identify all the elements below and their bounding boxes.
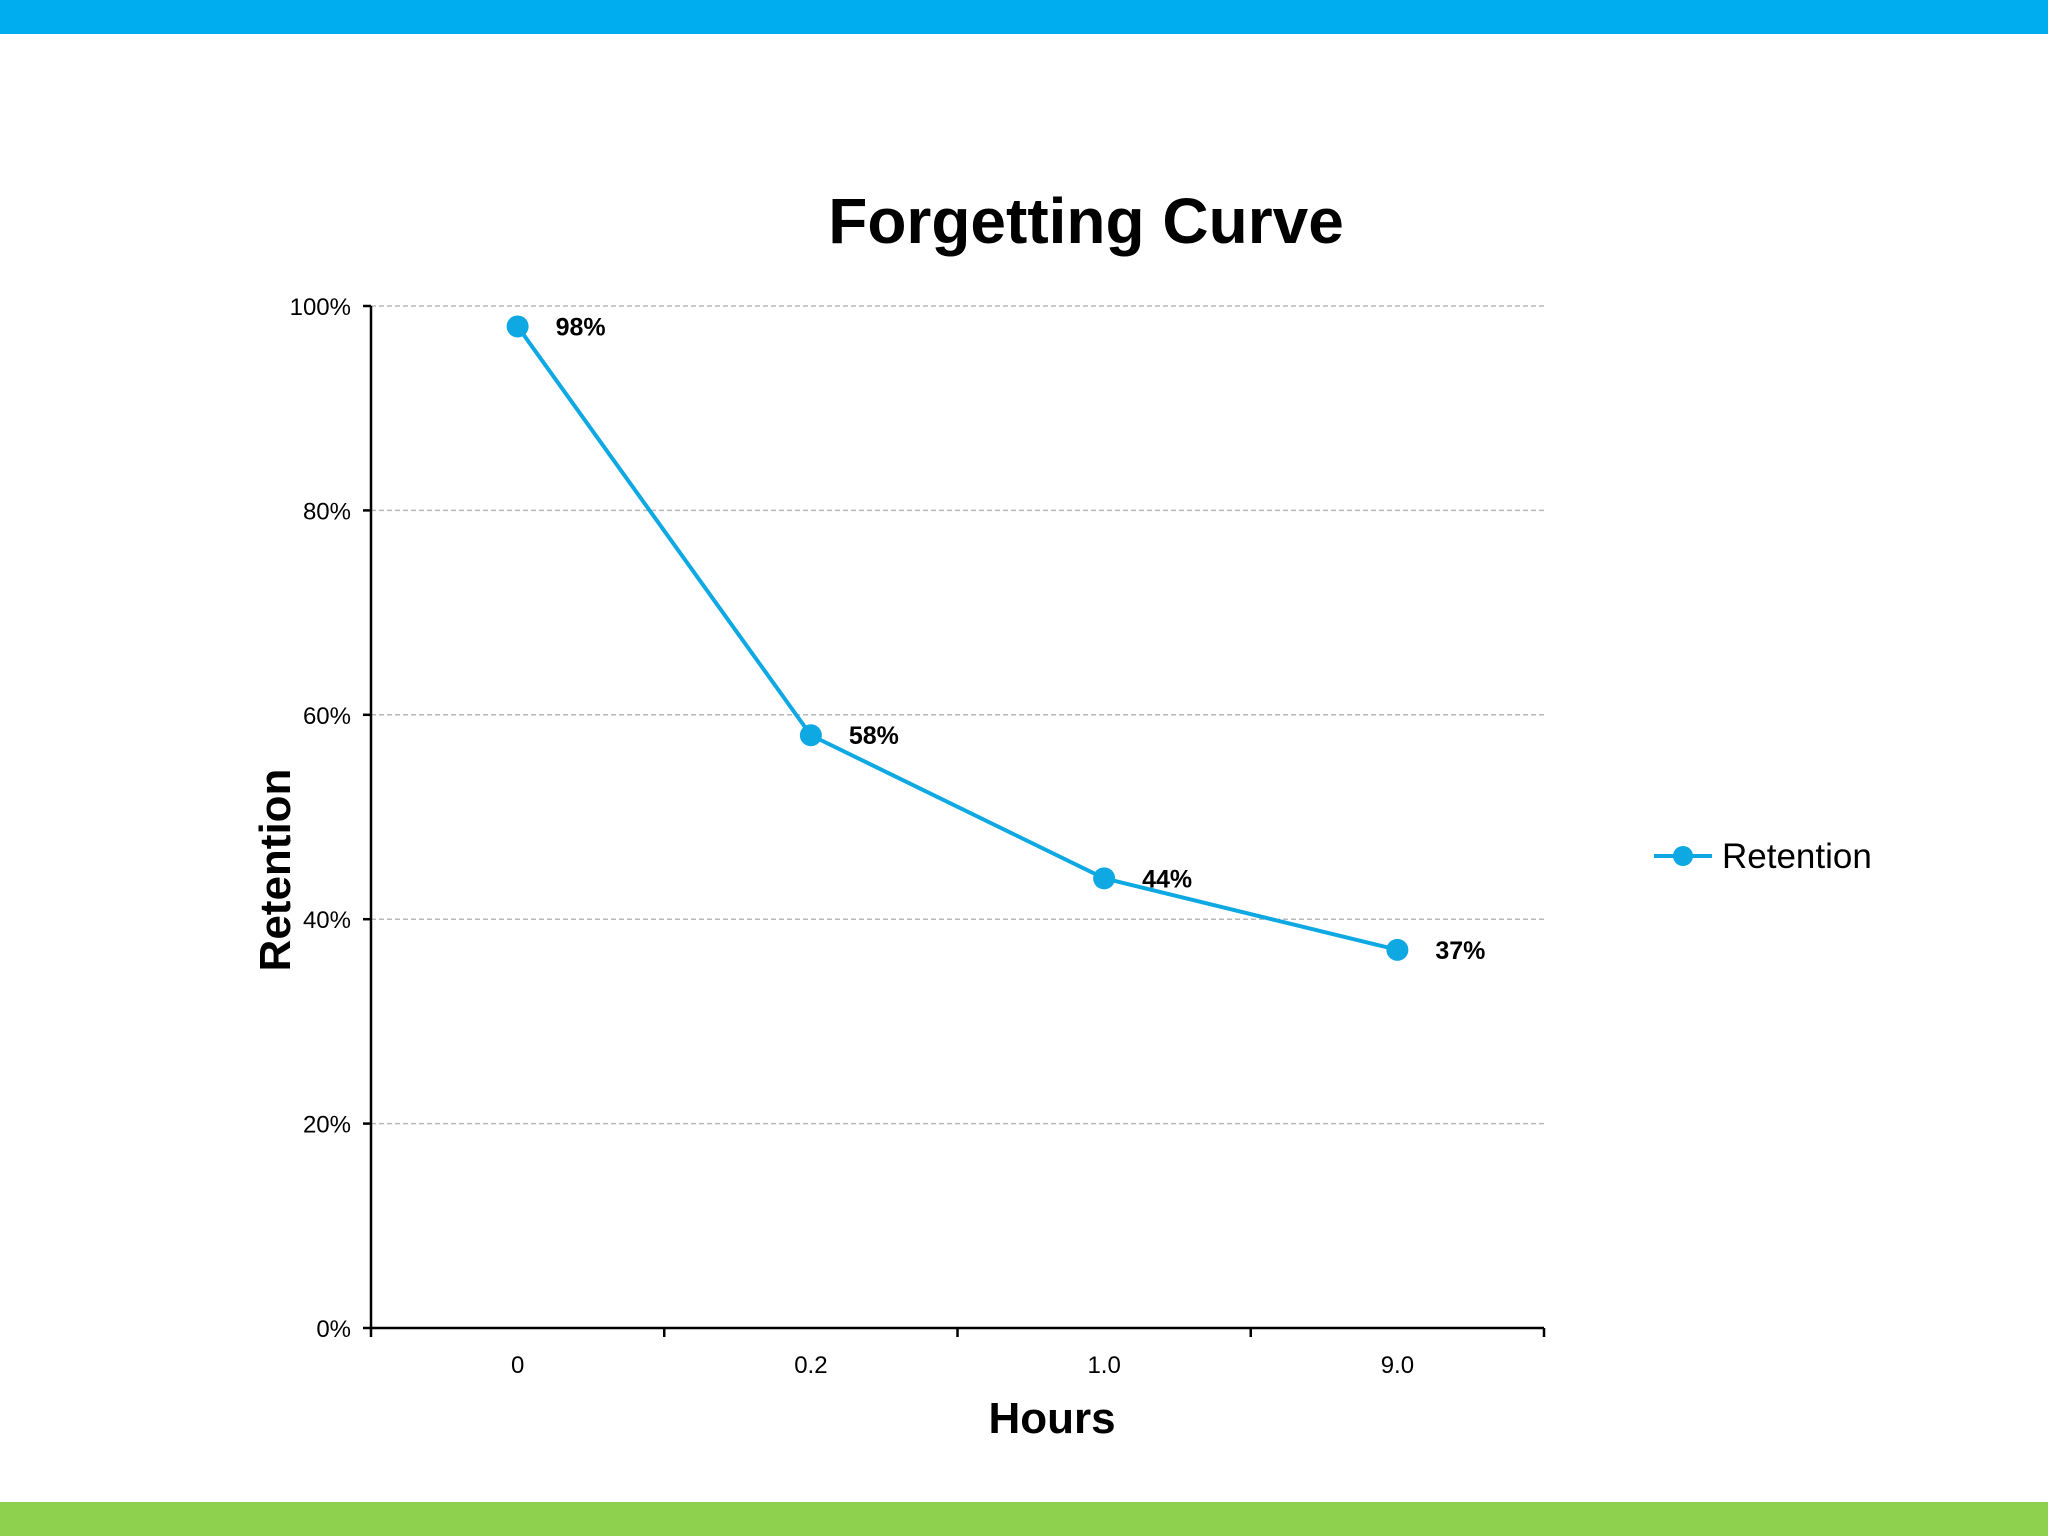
top-accent-bar [0, 0, 2048, 34]
bottom-accent-bar [0, 1502, 2048, 1536]
series-retention [506, 315, 1409, 961]
y-tick-labels: 0% 20% 40% 60% 80% 100% [290, 294, 351, 1343]
data-labels: 98% 58% 44% 37% [556, 313, 1486, 964]
data-point [1386, 938, 1409, 961]
data-point [506, 315, 529, 338]
y-tick-label: 80% [303, 498, 351, 525]
y-tick-label: 0% [316, 1316, 351, 1343]
y-tick-label: 20% [303, 1112, 351, 1139]
x-axis-title: Hours [988, 1394, 1115, 1443]
legend: Retention [1654, 837, 1872, 876]
legend-label-retention: Retention [1722, 837, 1872, 876]
gridlines [371, 305, 1544, 1125]
y-tick-label: 40% [303, 907, 351, 934]
axes [363, 304, 1546, 1337]
data-label: 98% [556, 313, 606, 341]
data-label: 44% [1142, 865, 1192, 893]
y-tick-label: 100% [290, 294, 351, 321]
series-line-retention [515, 325, 1398, 952]
y-axis-title: Retention [251, 769, 300, 972]
x-tick-label: 0.2 [794, 1352, 827, 1379]
x-tick-labels: 0 0.2 1.0 9.0 [511, 1352, 1414, 1379]
data-label: 58% [849, 722, 899, 750]
y-tick-label: 60% [303, 703, 351, 730]
data-point [799, 724, 822, 747]
chart-title: Forgetting Curve [828, 185, 1344, 257]
x-tick-label: 1.0 [1087, 1352, 1120, 1379]
forgetting-curve-chart: Forgetting Curve 0% 20% 40% 60% 80% 100% 0 0.2… [251, 185, 1872, 1443]
legend-dot-marker [1673, 846, 1693, 866]
data-label: 37% [1435, 937, 1485, 965]
data-point [1093, 867, 1116, 890]
x-tick-label: 0 [511, 1352, 524, 1379]
x-tick-label: 9.0 [1381, 1352, 1414, 1379]
